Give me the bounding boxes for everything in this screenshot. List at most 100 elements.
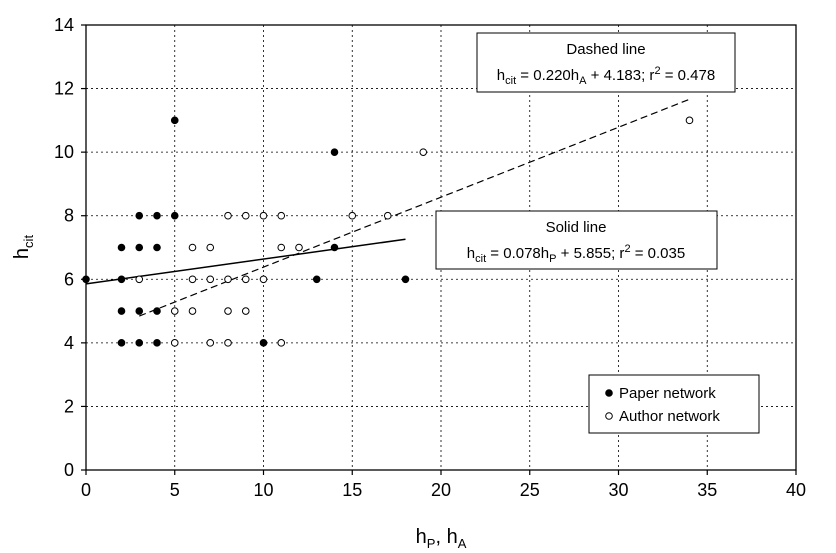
author-network-point [277,339,286,347]
legend-label-paper-network: Paper network [619,385,716,402]
dashed-line-title: Dashed line [566,41,645,58]
data-points [82,116,694,347]
paper-network-point [153,307,161,315]
paper-network-point [117,307,126,315]
paper-network-point [170,211,179,220]
author-network-point [224,211,232,220]
y-tick-label: 0 [64,460,74,480]
y-tick-label: 2 [64,396,74,416]
author-network-point [685,116,694,125]
solid-eq-lhs-sub: cit [475,253,486,265]
author-network-point [170,339,179,347]
solid-eq-sup: 2 [624,243,630,255]
author-network-point [241,211,250,220]
y-tick-label: 14 [54,15,74,35]
author-network-point [259,275,268,284]
paper-network-point [401,275,410,284]
x-tick-label: 5 [170,480,180,500]
x-axis-title-main2: h [447,526,458,548]
paper-network-point [117,243,126,252]
solid-line-annotation-box [435,210,718,270]
y-tick-label: 8 [64,206,74,226]
paper-network-point [135,211,144,220]
dashed-eq-end: = 0.478 [661,67,716,84]
x-tick-label: 0 [81,480,91,500]
legend: Paper network Author network [588,374,760,434]
author-network-point [241,307,250,315]
paper-network-point [117,339,126,347]
dashed-eq-sup: 2 [654,65,660,77]
y-tick-label: 12 [54,79,74,99]
paper-network-point [330,243,339,252]
y-axis-title-sub: cit [21,235,36,248]
x-axis-title-sub2: A [458,536,467,551]
dashed-eq-lhs: h [497,67,505,84]
dashed-line-annotation: Dashed line hcit = 0.220hA + 4.183; r2 =… [476,32,736,93]
solid-eq-rest: + 5.855; r [556,245,624,262]
paper-network-point [153,339,161,347]
solid-eq-end: = 0.035 [631,245,686,262]
paper-network-point [135,243,144,252]
x-tick-label: 30 [608,480,628,500]
y-tick-label: 4 [64,333,74,353]
author-network-point [224,339,232,347]
paper-network-point [135,339,144,347]
solid-eq-lhs: h [467,245,475,262]
author-network-point [277,243,286,252]
dashed-line-annotation-box [476,32,736,93]
author-network-point [135,275,144,284]
dashed-eq-var-sub: A [579,75,587,87]
tick-labels: 0 5 10 15 20 25 30 35 40 0 2 4 6 8 10 12 14 [54,15,806,500]
y-axis-title-main: h [11,248,33,259]
dashed-line-equation: hcit = 0.220hA + 4.183; r2 = 0.478 [497,65,715,87]
paper-network-point [117,275,126,284]
author-network-point [419,148,428,156]
dashed-eq-rest: + 4.183; r [586,67,654,84]
paper-network-point [330,148,339,156]
author-network-point [383,211,392,220]
author-network-point [348,211,357,220]
solid-line-title: Solid line [546,219,607,236]
paper-network-point [153,211,161,220]
legend-label-author-network: Author network [619,408,720,425]
x-axis-title-sub1: P [427,536,436,551]
solid-line-annotation: Solid line hcit = 0.078hP + 5.855; r2 = … [435,210,718,270]
author-network-point [241,275,250,284]
x-axis-title-main: h [416,526,427,548]
x-axis-title: hP, hA [416,526,467,551]
x-tick-label: 25 [520,480,540,500]
legend-marker-paper-network [605,389,613,397]
author-network-point [188,243,197,252]
y-tick-label: 6 [64,269,74,289]
author-network-point [224,275,232,284]
y-axis-title: hcit [11,235,36,260]
author-network-point [206,243,215,252]
paper-network-point [312,275,321,284]
solid-eq-mid: = 0.078h [486,245,549,262]
paper-network-point [82,275,90,284]
author-network-point [206,339,215,347]
x-tick-label: 10 [253,480,273,500]
y-tick-label: 10 [54,142,74,162]
dashed-eq-mid: = 0.220h [516,67,579,84]
author-network-point [295,243,303,252]
legend-marker-author-network [605,412,613,420]
legend-box [588,374,760,434]
paper-network-point [259,339,268,347]
author-network-point [188,275,197,284]
author-network-point [259,211,268,220]
x-axis-title-sep: , [435,526,446,548]
x-tick-label: 20 [431,480,451,500]
x-tick-label: 40 [786,480,806,500]
author-network-point [277,211,286,220]
author-network-point [170,307,179,315]
paper-network-point [135,307,144,315]
solid-eq-var-sub: P [549,253,556,265]
author-network-point [224,307,232,315]
x-tick-label: 35 [697,480,717,500]
author-network-point [188,307,197,315]
solid-line-equation: hcit = 0.078hP + 5.855; r2 = 0.035 [467,243,685,265]
x-tick-label: 15 [342,480,362,500]
dashed-eq-lhs-sub: cit [505,75,516,87]
